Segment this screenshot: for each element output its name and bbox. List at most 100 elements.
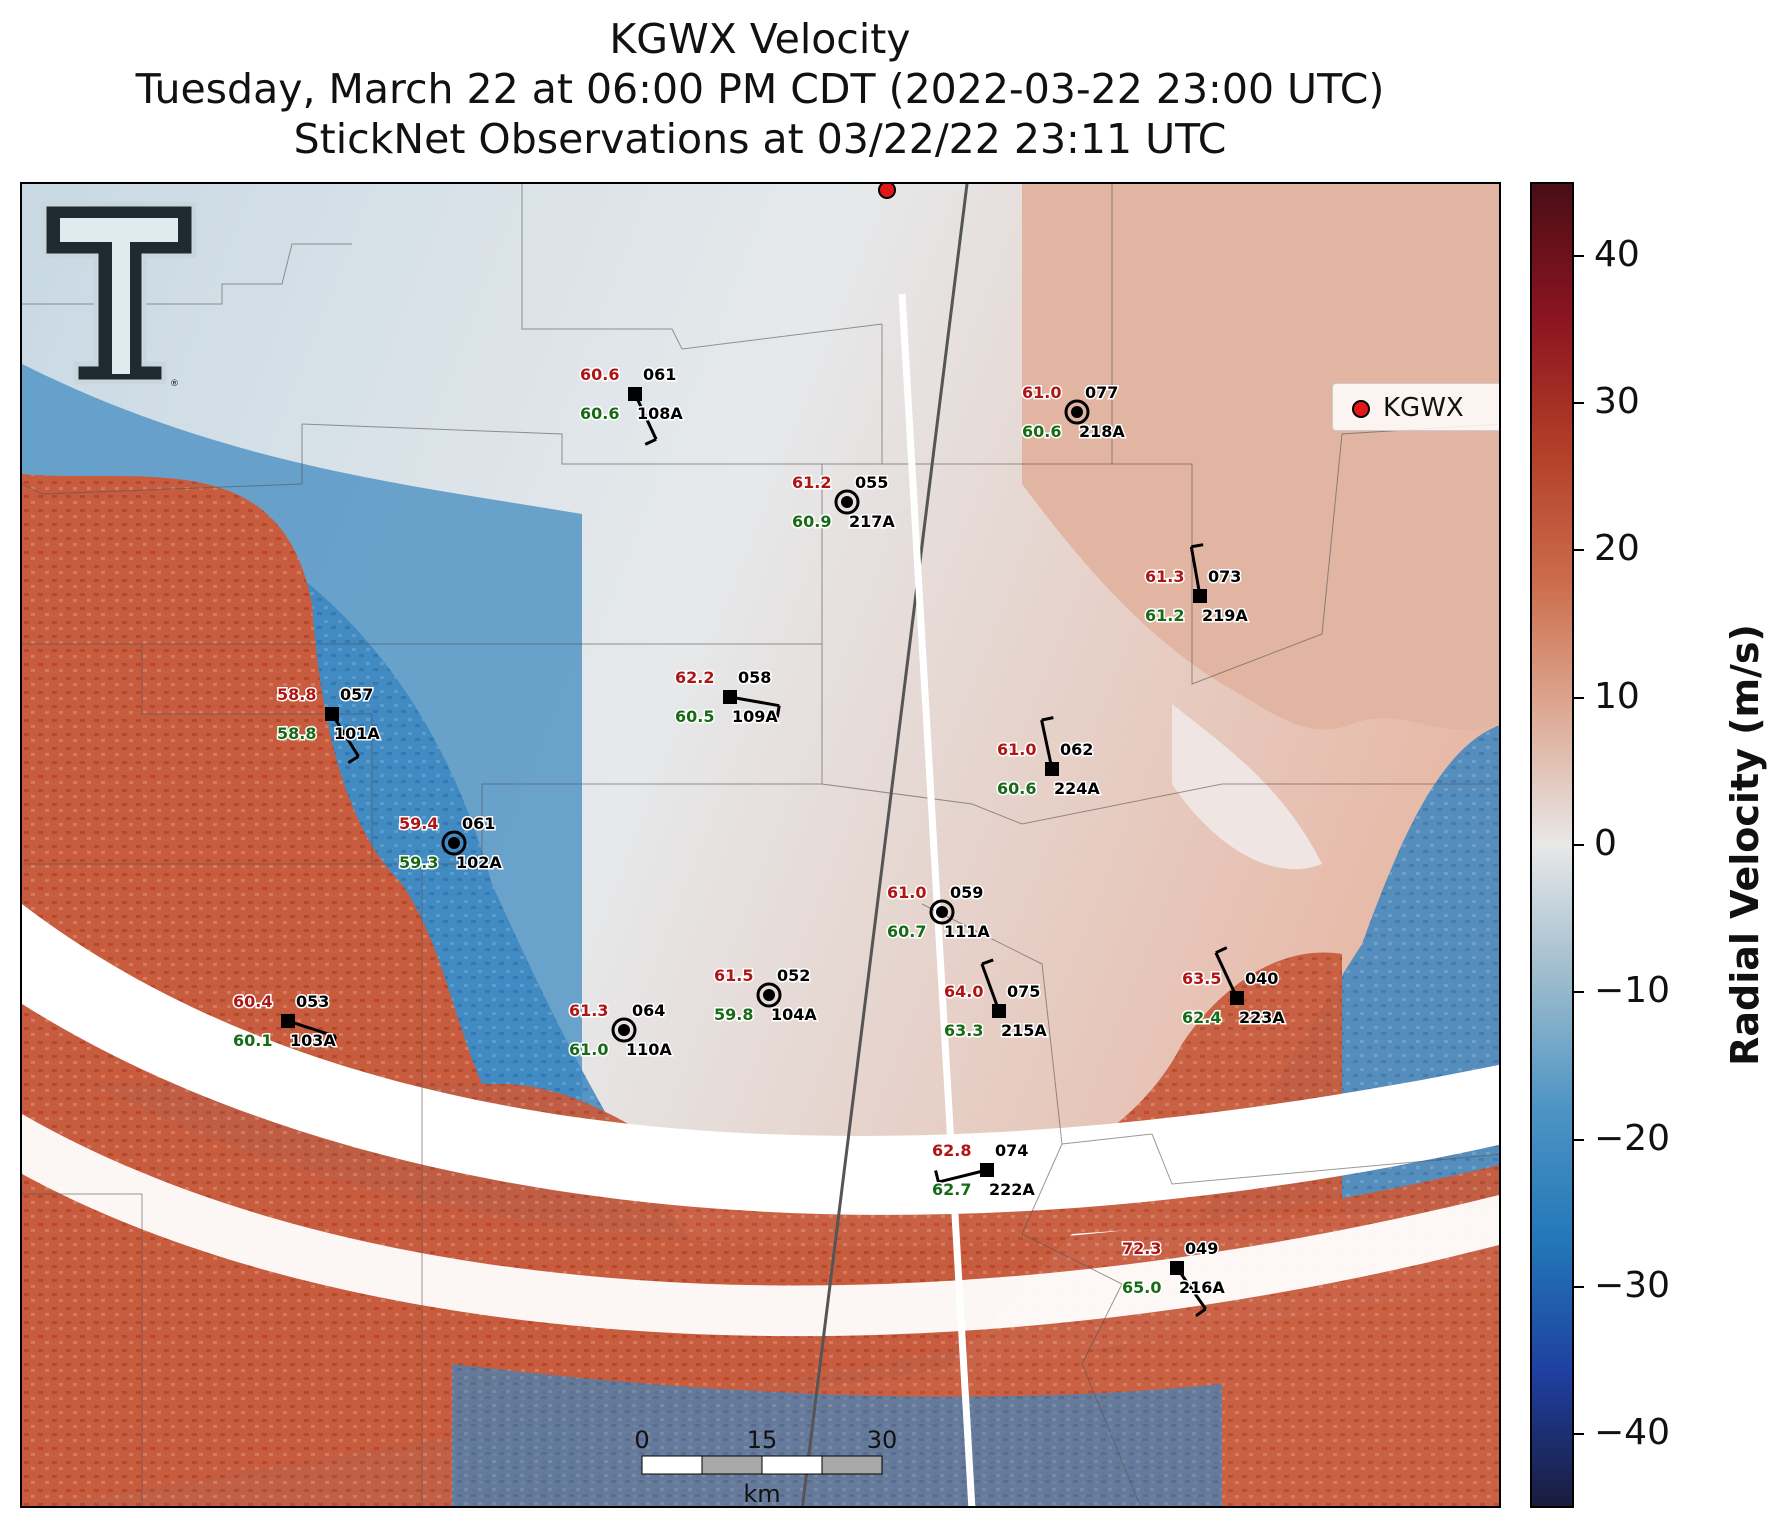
station-dewpoint: 60.6: [580, 404, 619, 423]
station-temperature: 61.0: [997, 740, 1036, 759]
colorbar-tick-mark: [1574, 549, 1584, 552]
station-id-label: 101A: [334, 724, 380, 743]
calm-wind-circle: [611, 1017, 637, 1043]
colorbar-tick-mark: [1574, 991, 1584, 994]
texas-tech-double-t-logo: ®: [41, 201, 197, 389]
station-plot-224A[interactable]: 61.0 062 60.6 224A: [996, 716, 1102, 800]
station-id-label: 218A: [1079, 422, 1125, 441]
station-id-label: 109A: [732, 707, 778, 726]
station-id-label: 222A: [989, 1180, 1035, 1199]
station-marker-dot: [936, 906, 948, 918]
station-plot-104A[interactable]: 61.5 052 59.8 104A: [713, 965, 819, 1026]
station-plot-111A[interactable]: 61.0 059 60.7 111A: [886, 882, 992, 943]
station-plot-101A[interactable]: 58.8 057 58.8 101A: [276, 684, 382, 765]
wind-barb-flag: [934, 1170, 940, 1183]
radar-map[interactable]: 60.6 061 60.6 108A 61.0 077 60.6 218A 61.2 055 60.…: [20, 182, 1501, 1508]
station-wind-direction: 057: [340, 685, 373, 704]
station-wind-direction: 061: [643, 365, 676, 384]
station-id-label: 217A: [849, 512, 895, 531]
scale-tick-15: 15: [747, 1426, 778, 1454]
station-wind-direction: 049: [1185, 1239, 1218, 1258]
colorbar-tick-label: 30: [1594, 381, 1640, 422]
station-temperature: 61.3: [569, 1001, 608, 1020]
station-plot-102A[interactable]: 59.4 061 59.3 102A: [398, 813, 504, 874]
station-dewpoint: 60.6: [997, 779, 1036, 798]
stations-layer: 60.6 061 60.6 108A 61.0 077 60.6 218A 61.2 055 60.…: [232, 364, 1287, 1318]
station-temperature: 61.3: [1145, 567, 1184, 586]
scale-tick-0: 0: [634, 1426, 649, 1454]
station-dewpoint: 61.0: [569, 1040, 608, 1059]
legend-label: KGWX: [1383, 393, 1464, 423]
station-marker-square: [723, 690, 737, 704]
station-wind-direction: 064: [632, 1001, 665, 1020]
title-line-3: StickNet Observations at 03/22/22 23:11 …: [293, 115, 1227, 163]
scale-segment-3: [761, 1455, 823, 1475]
station-wind-direction: 073: [1208, 567, 1241, 586]
station-wind-direction: 074: [995, 1141, 1028, 1160]
calm-wind-circle: [441, 830, 467, 856]
station-id-label: 108A: [637, 404, 683, 423]
station-dewpoint: 63.3: [944, 1021, 983, 1040]
colorbar-tick-mark: [1574, 1138, 1584, 1141]
station-marker-square: [1230, 991, 1244, 1005]
legend-radar-marker: [1352, 400, 1370, 418]
station-wind-direction: 055: [855, 473, 888, 492]
wind-barb-staff: [980, 963, 1001, 1012]
station-wind-direction: 062: [1060, 740, 1093, 759]
station-wind-direction: 061: [462, 814, 495, 833]
title-line-2: Tuesday, March 22 at 06:00 PM CDT (2022-…: [135, 65, 1385, 113]
station-id-label: 223A: [1239, 1008, 1285, 1027]
wind-barb-staff: [1189, 546, 1202, 597]
station-dewpoint: 60.1: [233, 1031, 272, 1050]
station-marker-square: [1193, 589, 1207, 603]
station-id-label: 104A: [771, 1005, 817, 1024]
station-marker-dot: [763, 989, 775, 1001]
colorbar-tick-label: 10: [1594, 675, 1640, 717]
station-plot-103A[interactable]: 60.4 053 60.1 103A: [232, 991, 338, 1052]
wind-barb-flag: [1215, 946, 1228, 955]
calm-wind-circle: [756, 982, 782, 1008]
colorbar-tick-label: 0: [1594, 823, 1617, 864]
radar-site-marker[interactable]: [878, 184, 896, 199]
station-id-label: 103A: [290, 1031, 336, 1050]
wind-barb-flag: [1194, 1307, 1207, 1318]
scale-unit: km: [743, 1480, 780, 1508]
outbound-velocity-west: [22, 474, 482, 1084]
logo-registered-mark: ®: [170, 379, 179, 389]
far-range-field: [22, 1044, 1499, 1506]
station-plot-217A[interactable]: 61.2 055 60.9 217A: [791, 472, 897, 533]
scale-bar: 0 15 30 km: [634, 1426, 897, 1508]
colorbar-tick-mark: [1574, 402, 1584, 404]
station-temperature: 60.6: [580, 365, 619, 384]
station-plot-215A[interactable]: 64.0 075 63.3 215A: [943, 958, 1049, 1042]
station-plot-223A[interactable]: 63.5 040 62.4 223A: [1181, 946, 1287, 1029]
station-plot-216A[interactable]: 72.3 049 65.0 216A: [1121, 1238, 1227, 1318]
station-marker-square: [992, 1004, 1006, 1018]
station-plot-109A[interactable]: 62.2 058 60.5 109A: [674, 667, 781, 728]
station-dewpoint: 58.8: [277, 724, 316, 743]
station-dewpoint: 59.8: [714, 1005, 753, 1024]
station-id-label: 111A: [944, 922, 990, 941]
station-plot-222A[interactable]: 62.8 074 62.7 222A: [931, 1140, 1037, 1201]
scale-segment-2: [701, 1455, 763, 1475]
radar-radial-line: [800, 184, 969, 1506]
station-marker-square: [628, 387, 642, 401]
station-plot-110A[interactable]: 61.3 064 61.0 110A: [568, 1000, 674, 1061]
scale-segment-1: [641, 1455, 703, 1475]
station-dewpoint: 62.4: [1182, 1008, 1221, 1027]
colorbar-tick-mark: [1574, 1433, 1584, 1436]
colorbar-tick-mark: [1574, 254, 1584, 257]
station-temperature: 63.5: [1182, 969, 1221, 988]
colorbar-tick-label: 20: [1594, 528, 1640, 570]
station-marker-dot: [1071, 406, 1083, 418]
station-id-label: 219A: [1202, 606, 1248, 625]
station-marker-square: [281, 1014, 295, 1028]
calm-wind-circle: [1064, 399, 1090, 425]
station-plot-219A[interactable]: 61.3 073 61.2 219A: [1144, 543, 1250, 627]
station-plot-108A[interactable]: 60.6 061 60.6 108A: [579, 364, 685, 446]
colorbar-tick-label: 40: [1594, 233, 1640, 275]
wind-barb-staff: [1040, 719, 1054, 770]
station-plot-218A[interactable]: 61.0 077 60.6 218A: [1021, 382, 1127, 443]
light-northeast-core: [1172, 704, 1322, 870]
station-dewpoint: 60.6: [1022, 422, 1061, 441]
